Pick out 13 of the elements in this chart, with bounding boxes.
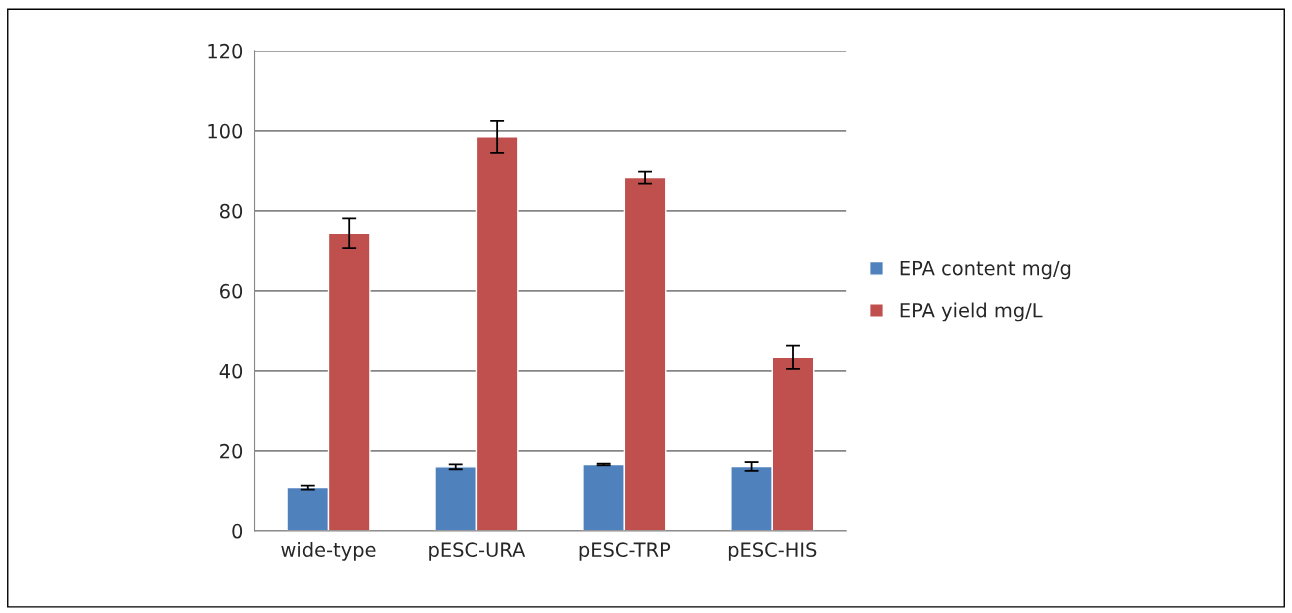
- x-tick-label: pESC-TRP: [579, 542, 671, 561]
- y-tick-label: 120: [208, 43, 243, 59]
- y-tick-label: 40: [219, 363, 243, 379]
- y-tick-label: 60: [220, 283, 243, 299]
- y-tick-label: 20: [220, 443, 243, 459]
- y-tick-label: 80: [219, 203, 243, 219]
- legend-label: EPA content mg/g: [900, 260, 1071, 280]
- y-tick-label: 0: [232, 523, 243, 539]
- x-tick-label: wide-type: [281, 541, 376, 561]
- y-tick-label: 100: [208, 123, 243, 139]
- legend-label: EPA yield mg/L: [900, 302, 1043, 322]
- x-tick-label: pESC-HIS: [728, 542, 817, 561]
- x-tick-label: pESC-URA: [429, 542, 526, 561]
